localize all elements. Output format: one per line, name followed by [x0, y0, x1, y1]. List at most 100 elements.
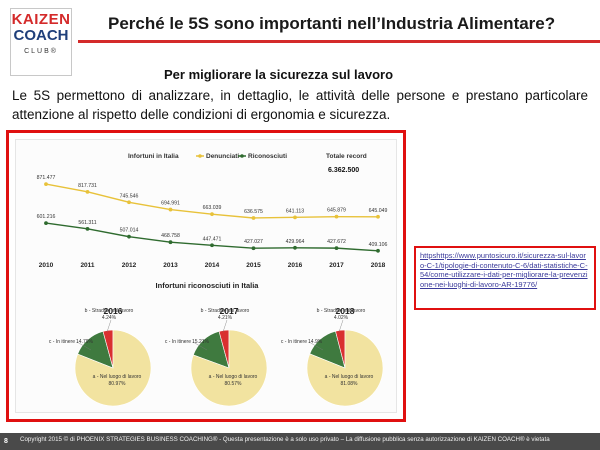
page-number: 8 [4, 438, 8, 445]
record-value: 6.362.500 [328, 167, 359, 174]
x-tick-label: 2011 [80, 262, 94, 269]
pie-label-a: a - Nel luogo di lavoro [325, 374, 374, 380]
pie-year-2016: 2016 [104, 306, 123, 316]
source-link[interactable]: httpshttps://www.puntosicuro.it/sicurezz… [420, 251, 588, 289]
x-tick-label: 2013 [163, 262, 178, 269]
pie-label-b: b - Stradale sul lavoro [317, 308, 366, 314]
pie-label-b: b - Stradale sul lavoro [85, 308, 134, 314]
data-point [85, 226, 90, 231]
data-label: 694.991 [161, 201, 180, 207]
data-label: 645.049 [369, 208, 388, 214]
data-point [293, 215, 297, 220]
data-label: 641.113 [286, 208, 304, 214]
pie-value-c: 15.21% [192, 339, 210, 345]
data-point [168, 240, 173, 245]
infographic-frame: Infortuni in Italia Denunciati Riconosciut… [6, 130, 406, 422]
logo-word-coach: COACH [13, 27, 69, 44]
pie-leader-b [106, 319, 112, 333]
intro-paragraph: Le 5S permettono di analizzare, in detta… [12, 88, 588, 122]
data-label: 409.106 [369, 242, 388, 248]
kaizen-coach-logo: KAIZEN COACH CLUB® [10, 8, 72, 76]
data-label: 507.014 [120, 228, 139, 234]
pie-label-c: c - In itinere [281, 339, 307, 345]
data-point [251, 246, 256, 251]
data-label: 645.879 [327, 208, 346, 214]
logo-word-kaizen: KAIZEN [11, 11, 71, 28]
data-label: 636.575 [244, 209, 263, 215]
pie-leader-b [338, 319, 344, 333]
data-label: 663.039 [203, 205, 222, 211]
x-tick-label: 2016 [288, 262, 303, 269]
pie-label-a: a - Nel luogo di lavoro [209, 374, 258, 380]
pie-slice [190, 329, 268, 407]
pie-value-b: 4.24% [102, 315, 117, 321]
source-box: httpshttps://www.puntosicuro.it/sicurezz… [414, 246, 596, 310]
x-tick-label: 2010 [39, 262, 54, 269]
data-label: 447.471 [203, 236, 222, 242]
data-label: 427.027 [244, 239, 263, 245]
pie-slice [306, 329, 384, 407]
data-point [85, 189, 90, 194]
pie-leader-c [76, 341, 92, 351]
data-point [376, 248, 380, 253]
pie-leader-c [192, 341, 208, 351]
data-point [251, 216, 256, 220]
data-label: 601.216 [37, 214, 56, 220]
legend-item-riconosciuti: Riconosciuti [248, 153, 287, 160]
pie-year-2018: 2018 [336, 306, 355, 316]
footer-bar: 8 Copyright 2015 © di PHOENIX STRATEGIES… [0, 433, 600, 450]
logo-frame [10, 8, 72, 76]
data-point [127, 234, 131, 239]
data-label: 427.672 [327, 239, 346, 245]
title-divider [78, 40, 600, 43]
record-label: Totale record [326, 153, 367, 160]
data-label: 561.311 [78, 220, 96, 226]
legend-title: Infortuni in Italia [128, 153, 179, 160]
section-subtitle: Per migliorare la sicurezza sul lavoro [164, 67, 394, 82]
slide-title: Perché le 5S sono importanti nell’Indust… [108, 14, 556, 33]
data-point [127, 200, 131, 205]
pie-value-b: 4.02% [334, 315, 349, 321]
data-point [210, 243, 214, 248]
pie-label-b: b - Stradale sul lavoro [201, 308, 250, 314]
data-label: 429.964 [286, 239, 305, 245]
data-label: 745.546 [120, 193, 139, 199]
logo-word-club: CLUB® [24, 48, 58, 55]
infographic-svg: Infortuni in Italia Denunciati Riconosciut… [37, 153, 388, 407]
data-point [376, 214, 380, 219]
pie-value-c: 14.9% [308, 339, 323, 345]
data-point [334, 246, 339, 251]
data-point [210, 212, 214, 217]
data-label: 871.477 [37, 175, 56, 181]
pie-slice [74, 329, 152, 407]
x-tick-label: 2014 [205, 262, 220, 269]
x-tick-label: 2012 [122, 262, 137, 269]
x-tick-label: 2017 [329, 262, 344, 269]
line-chart: Infortuni in Italia Denunciati Riconosciut… [37, 153, 388, 269]
data-point [44, 182, 48, 187]
data-point [334, 214, 339, 219]
pie-section-title: Infortuni riconosciuti in Italia [156, 281, 260, 290]
pie-label-a: a - Nel luogo di lavoro [93, 374, 142, 380]
data-label: 817.731 [78, 183, 97, 189]
pie-label-c: c - In itinere [49, 339, 75, 345]
pie-value-a: 80.97% [109, 381, 127, 387]
copyright-text: Copyright 2015 © di PHOENIX STRATEGIES B… [20, 436, 550, 443]
legend-item-denunciati: Denunciati [206, 153, 239, 160]
pie-charts: Infortuni riconosciuti in Italia 2016 a - … [49, 281, 384, 407]
legend-swatch-dot [240, 154, 244, 158]
x-tick-label: 2015 [246, 262, 261, 269]
pie-value-b: 4.21% [218, 315, 233, 321]
pie-year-2017: 2017 [220, 306, 239, 316]
pie-value-a: 81.08% [341, 381, 359, 387]
infographic-panel: Infortuni in Italia Denunciati Riconosciut… [15, 139, 397, 413]
data-point [293, 245, 297, 250]
data-label: 468.758 [161, 233, 180, 239]
pie-leader-b [222, 319, 228, 333]
pie-label-c: c - In itinere [165, 339, 191, 345]
pie-value-c: 14.79% [76, 339, 94, 345]
data-point [168, 207, 173, 212]
data-point [44, 221, 48, 225]
legend-swatch-dot [198, 154, 202, 158]
pie-leader-c [308, 341, 324, 351]
